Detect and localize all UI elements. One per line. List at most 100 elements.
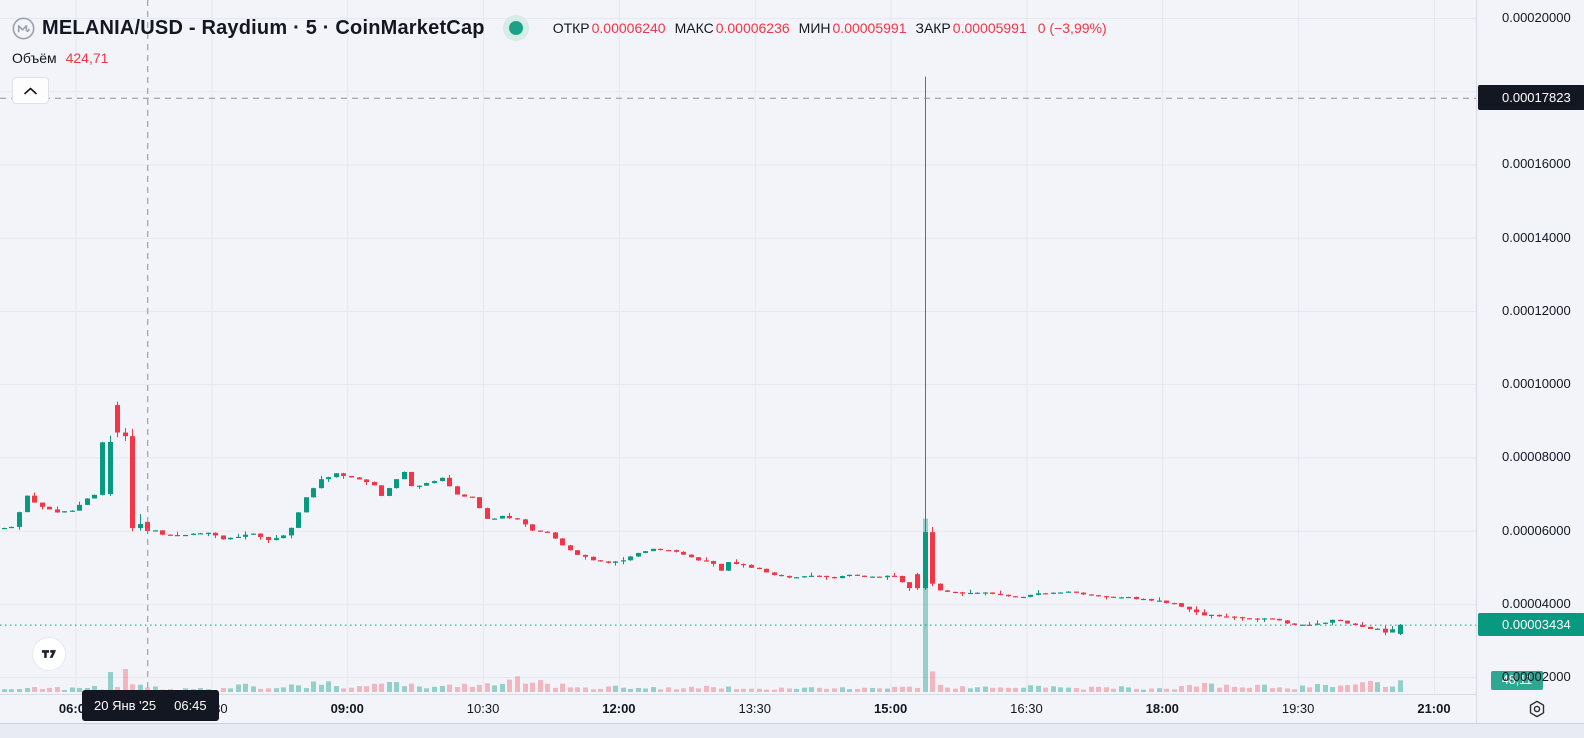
candle-body (55, 509, 60, 513)
volume-bar (1270, 688, 1275, 692)
candle-body (892, 575, 897, 577)
time-axis-label: 15:00 (873, 701, 908, 716)
price-axis-label: 0.00020000 (1502, 10, 1571, 25)
volume-bar (221, 687, 226, 692)
volume-bar (832, 688, 837, 692)
candle-body (1179, 603, 1184, 607)
candle-body (900, 575, 905, 583)
candle-body (840, 576, 845, 579)
low-value: 0.00005991 (832, 20, 907, 36)
candle-body (772, 572, 777, 575)
volume-bar (485, 683, 490, 692)
volume-bar (862, 687, 867, 692)
volume-bar (492, 685, 497, 692)
volume-bar (606, 686, 611, 692)
candle-body (281, 535, 286, 539)
price-axis[interactable]: 0.00017823 0.00003434 48,11 0.00020000 0.… (1476, 0, 1584, 723)
candle-body (1338, 619, 1343, 622)
candle-body (1390, 629, 1395, 633)
time-axis-label: 13:30 (738, 701, 772, 716)
volume-bar (25, 688, 30, 692)
volume-bar (975, 687, 980, 692)
time-axis[interactable]: 06:0007:3009:0010:3012:0013:3015:0016:30… (0, 694, 1476, 723)
candle-body (213, 532, 218, 536)
candle-body (17, 512, 22, 527)
volume-bar (251, 686, 256, 692)
candle-body (1194, 609, 1199, 613)
volume-bar (447, 684, 452, 692)
market-status-dot-icon[interactable] (502, 15, 529, 41)
volume-bar (575, 687, 580, 692)
candle-body (666, 550, 671, 552)
volume-bar (824, 688, 829, 692)
candle-body (545, 531, 550, 533)
candle-body (681, 551, 686, 555)
candle-body (115, 405, 120, 433)
time-axis-label: 21:00 (1417, 701, 1451, 716)
volume-bar (583, 687, 588, 692)
volume-bar (455, 687, 460, 692)
volume-bar (930, 671, 935, 692)
volume-bar (907, 686, 912, 692)
candle-body (945, 590, 950, 592)
candle-body (1081, 592, 1086, 595)
candle-body (847, 574, 852, 577)
candle-body (809, 575, 814, 577)
volume-bar (1315, 684, 1320, 692)
volume-bar (1262, 684, 1267, 692)
volume-bar (424, 688, 429, 692)
candle-body (477, 497, 482, 509)
volume-bar (1368, 680, 1373, 692)
collapse-legend-button[interactable] (12, 77, 49, 104)
candle-body (726, 562, 731, 571)
candle-body (1247, 618, 1252, 620)
volume-bar (1164, 688, 1169, 692)
price-chart-canvas[interactable] (0, 0, 1476, 693)
candle-body (447, 477, 452, 487)
candle-body (1368, 626, 1373, 629)
candle-body (1006, 594, 1011, 597)
volume-bar (1187, 684, 1192, 692)
volume-bar (432, 686, 437, 692)
volume-bar (289, 684, 294, 692)
volume-bar (545, 683, 550, 692)
candle-body (77, 504, 82, 511)
price-axis-label: 0.00002000 (1502, 669, 1571, 685)
candle-body (2, 527, 7, 530)
price-axis-label: 0.00014000 (1502, 229, 1571, 245)
candle-body (304, 497, 309, 513)
volume-bar (900, 686, 905, 692)
candle-body (228, 537, 233, 540)
candle-body (1353, 623, 1358, 626)
candle-body (130, 436, 135, 529)
time-axis-label: 09:00 (330, 701, 364, 716)
volume-bar (462, 683, 467, 692)
candle-body (485, 508, 490, 519)
candle-body (960, 592, 965, 594)
tradingview-logo[interactable] (32, 637, 66, 671)
volume-bar (538, 680, 543, 692)
candle-body (1096, 595, 1101, 597)
volume-bar (1232, 686, 1237, 692)
volume-bar (402, 686, 407, 692)
volume-bar (892, 686, 897, 692)
candle-body (9, 526, 14, 529)
volume-bar (274, 688, 279, 692)
candle-body (492, 518, 497, 520)
volume-bar (77, 688, 82, 692)
volume-bar (394, 682, 399, 692)
volume-bar (1224, 684, 1229, 692)
volume-bar (855, 688, 860, 692)
symbol-title[interactable]: MELANIA/USD - Raydium · 5 · CoinMarketCa… (42, 16, 485, 39)
candle-body (824, 575, 829, 578)
candle-body (907, 582, 912, 589)
candle-body (387, 488, 392, 496)
axis-settings-gear-icon[interactable] (1526, 698, 1548, 720)
candle-body (606, 561, 611, 563)
crosshair-price-badge: 0.00017823 (1478, 85, 1584, 111)
volume-bar (1300, 685, 1305, 692)
volume-bar (1202, 682, 1207, 692)
candle-body (1323, 622, 1328, 624)
volume-bar (772, 689, 777, 692)
volume-bar (417, 686, 422, 692)
